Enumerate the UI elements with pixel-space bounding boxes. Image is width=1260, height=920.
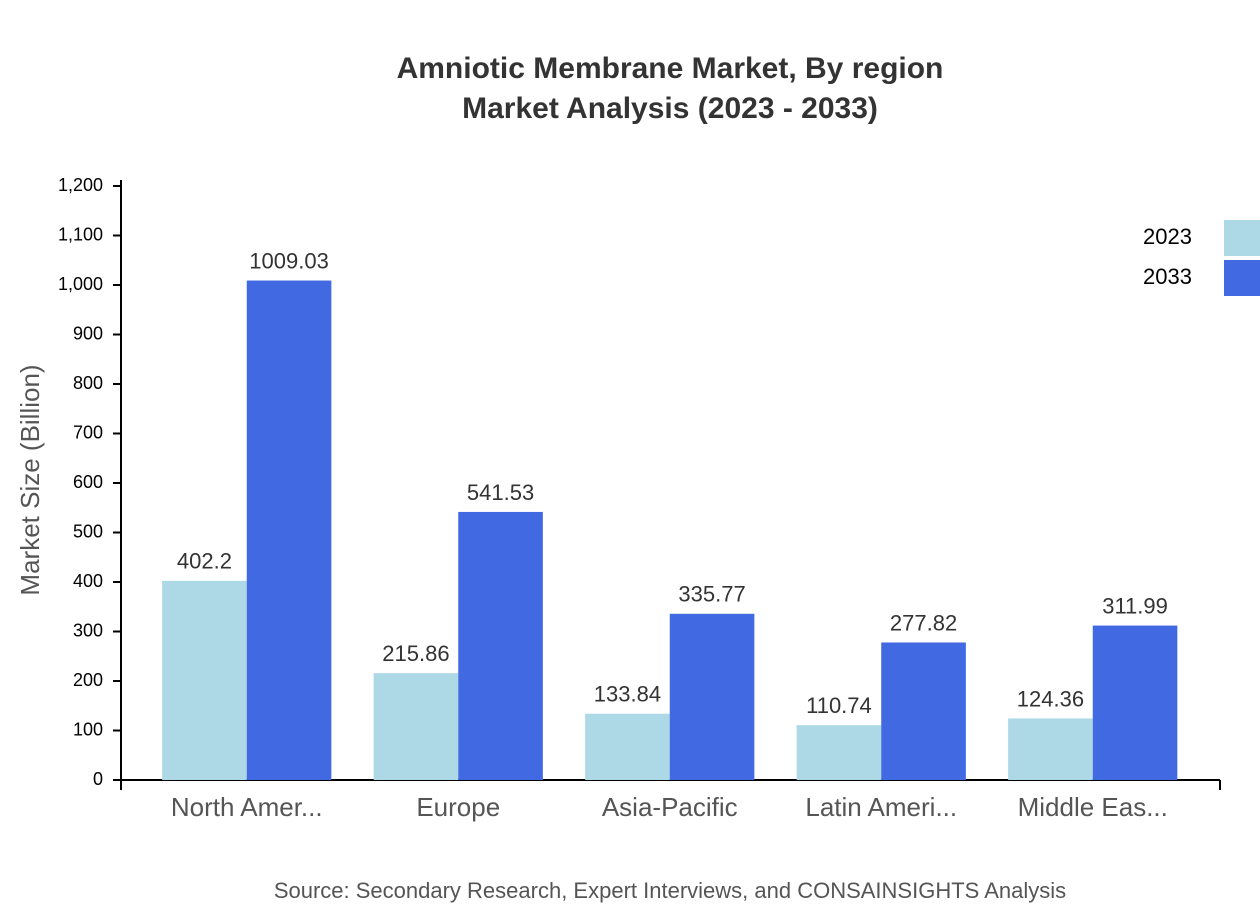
x-tick-label: North Amer... [171, 792, 323, 822]
value-label: 1009.03 [249, 248, 329, 273]
bar [585, 713, 670, 780]
legend-swatch [1224, 220, 1260, 256]
bar [796, 725, 882, 780]
y-tick-label: 1,000 [58, 274, 103, 294]
value-label: 335.77 [678, 582, 745, 607]
value-label: 311.99 [1102, 593, 1168, 618]
y-axis-label: Market Size (Billion) [15, 364, 45, 595]
value-label: 215.86 [382, 641, 449, 666]
source-note: Source: Secondary Research, Expert Inter… [274, 878, 1066, 903]
y-tick-label: 400 [73, 571, 103, 591]
x-tick-label: Asia-Pacific [602, 792, 738, 822]
bar [162, 580, 247, 780]
chart-subtitle: Market Analysis (2023 - 2033) [462, 92, 878, 125]
legend-label: 2023 [1143, 224, 1192, 249]
value-label: 124.36 [1017, 686, 1084, 711]
x-tick-label: Europe [416, 792, 500, 822]
chart-title: Amniotic Membrane Market, By region [397, 52, 944, 85]
y-tick-label: 1,100 [58, 224, 103, 244]
value-label: 277.82 [890, 610, 957, 635]
y-tick-label: 100 [73, 719, 103, 739]
value-label: 133.84 [594, 682, 661, 707]
y-tick-label: 800 [73, 373, 103, 393]
value-label: 402.2 [177, 549, 232, 574]
legend-label: 2033 [1143, 264, 1192, 289]
legend-swatch [1224, 260, 1260, 296]
y-tick-label: 300 [73, 620, 103, 640]
y-tick-label: 200 [73, 670, 103, 690]
bar [1092, 625, 1178, 780]
bar [373, 673, 459, 780]
bar [1008, 718, 1093, 780]
y-tick-label: 600 [73, 472, 103, 492]
bar [246, 280, 332, 780]
y-tick-label: 900 [73, 323, 103, 343]
value-label: 110.74 [806, 693, 872, 718]
bar [669, 613, 755, 780]
y-tick-label: 700 [73, 422, 103, 442]
y-tick-label: 1,200 [58, 175, 103, 195]
x-tick-label: Latin Ameri... [805, 792, 957, 822]
value-label: 541.53 [467, 480, 534, 505]
y-tick-label: 500 [73, 521, 103, 541]
bar [881, 642, 966, 780]
bar [458, 511, 543, 780]
x-tick-label: Middle Eas... [1018, 792, 1168, 822]
y-tick-label: 0 [93, 769, 103, 789]
